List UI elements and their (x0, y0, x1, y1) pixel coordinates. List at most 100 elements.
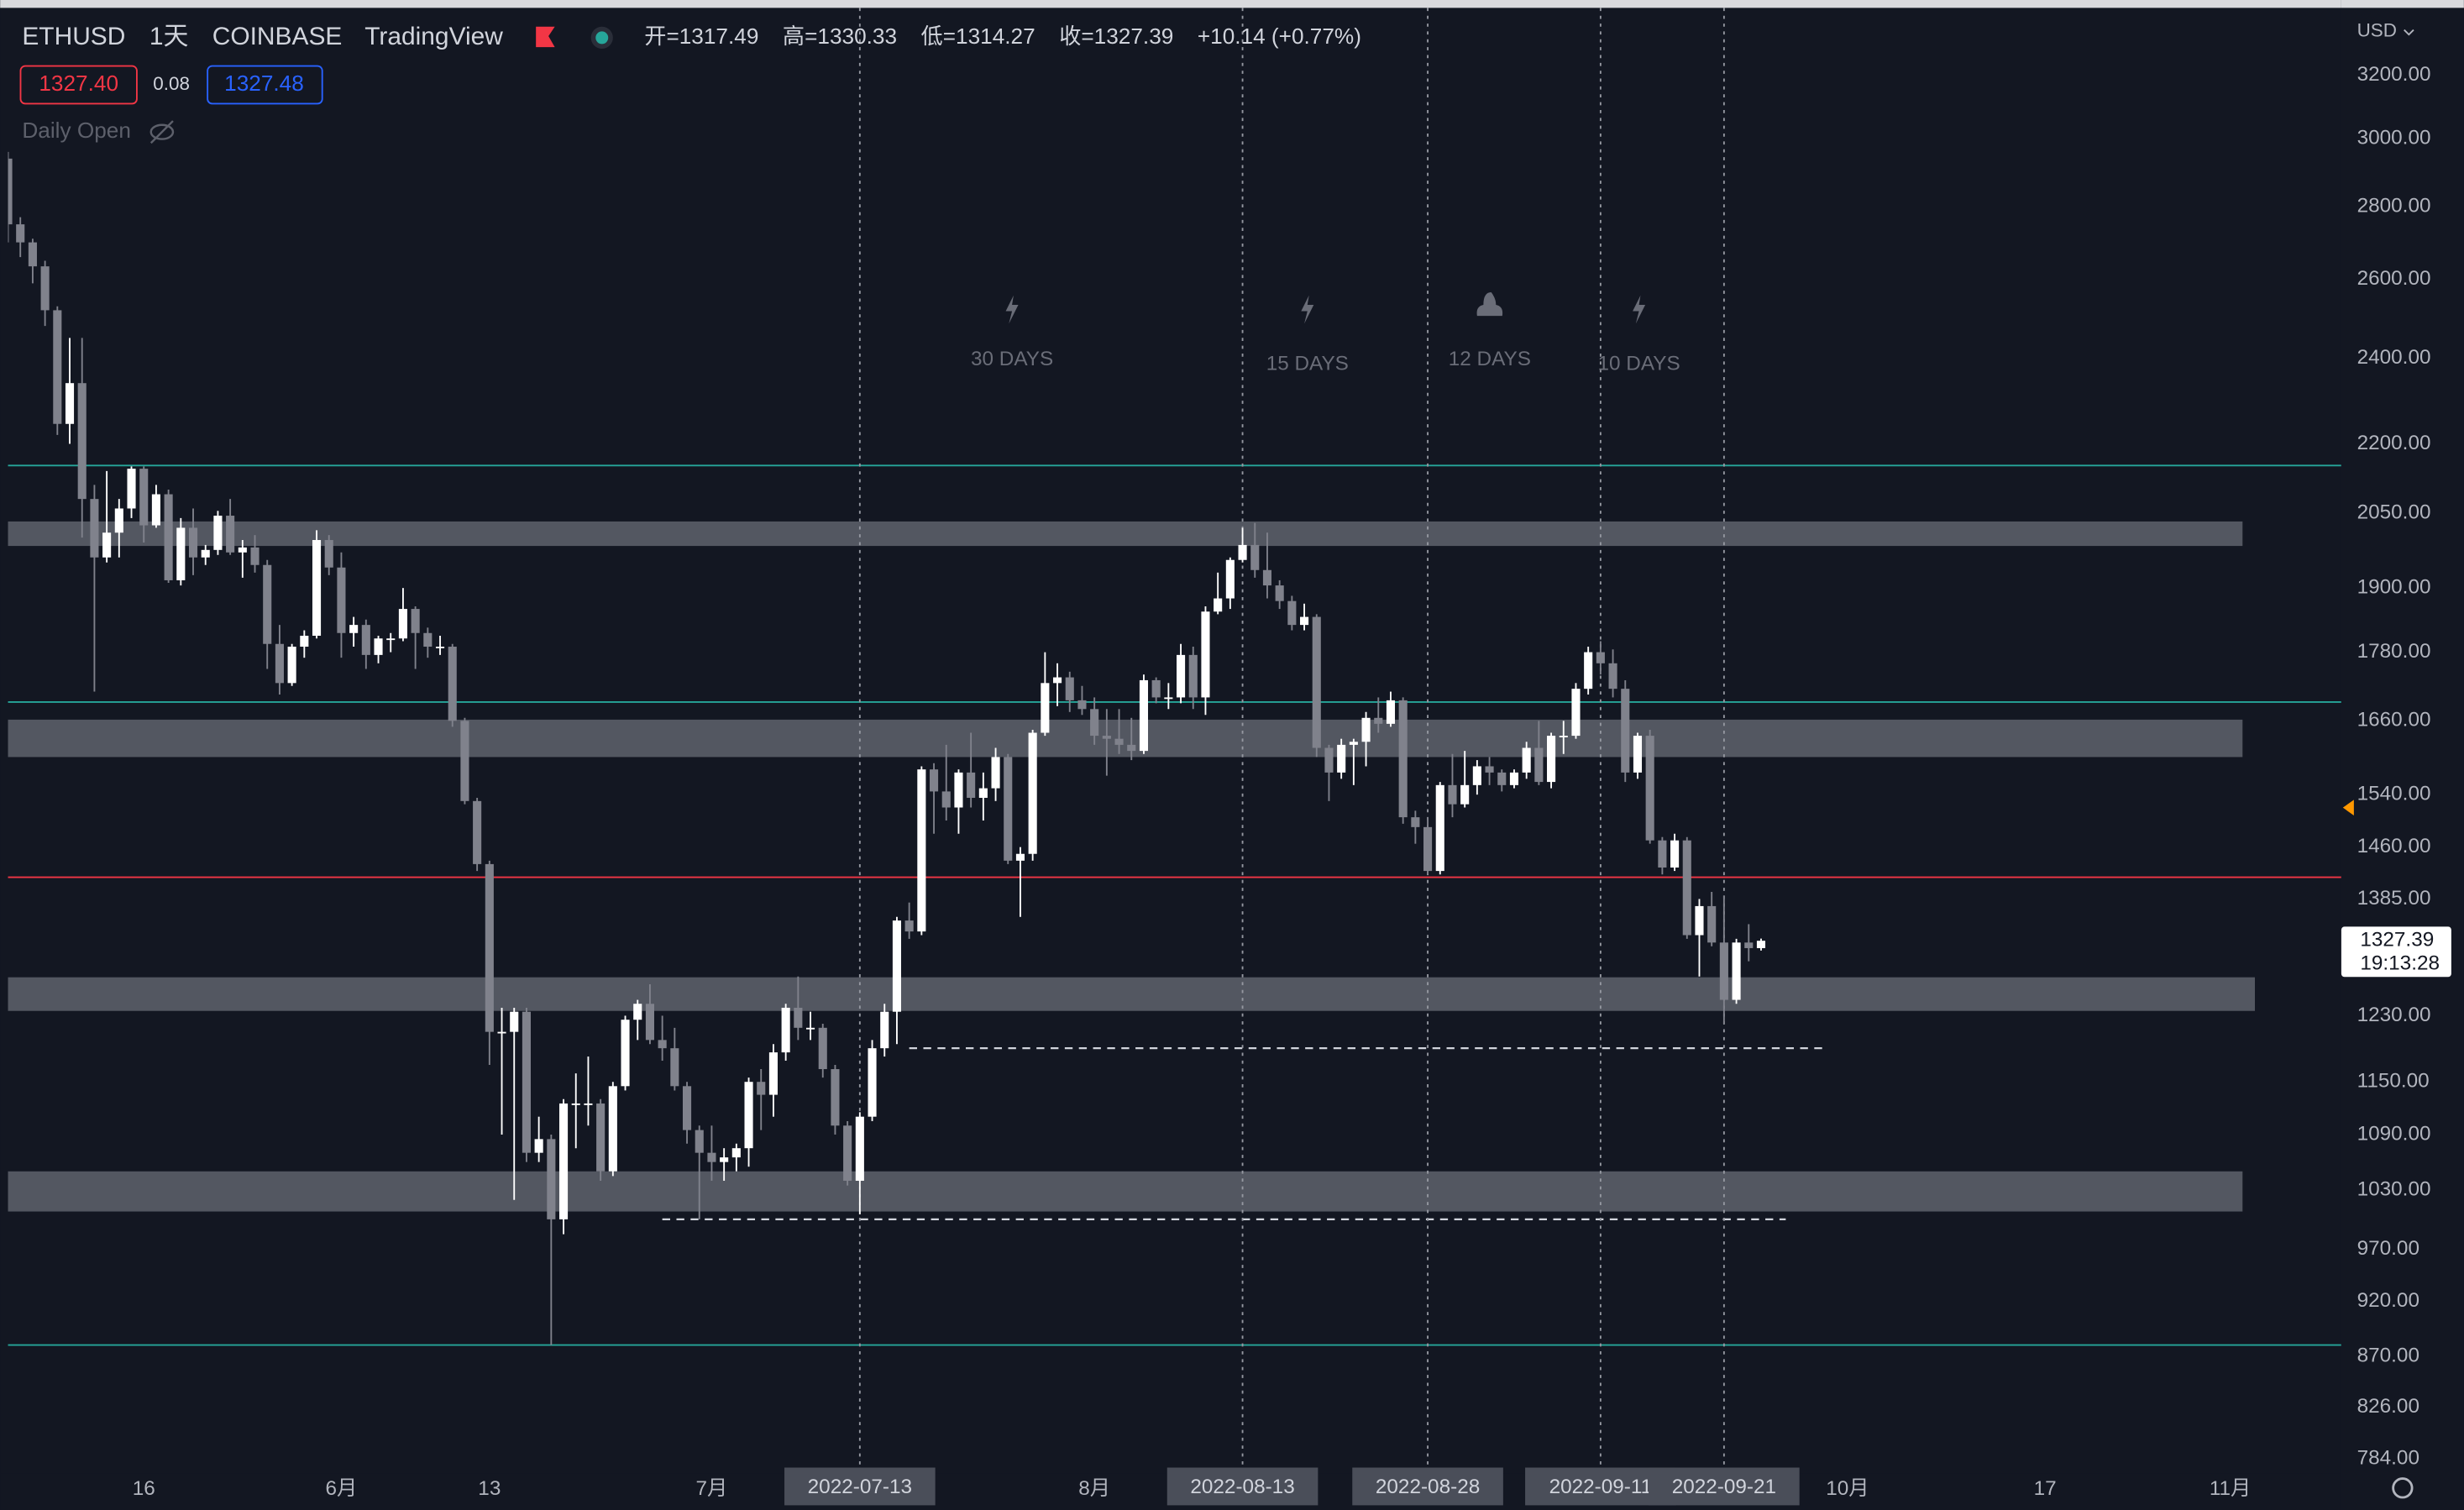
candle-body (473, 800, 482, 864)
candle-body (522, 1011, 531, 1153)
candle-body (102, 532, 112, 558)
event-label: 10 DAYS (1597, 352, 1680, 375)
candle-body (1090, 709, 1099, 737)
candle-body (1695, 905, 1704, 936)
top-strip (0, 0, 2464, 8)
candle-body (1374, 717, 1383, 724)
y-tick-label: 826.00 (2357, 1395, 2419, 1418)
event-icon (1476, 292, 1503, 317)
candle-body (361, 625, 370, 655)
candle-body (707, 1152, 716, 1162)
candle-body (967, 772, 976, 799)
candle-body (250, 547, 260, 565)
candle-body (1127, 744, 1136, 752)
candle-body (1571, 689, 1581, 737)
indicator: Daily Open (22, 118, 131, 143)
candle-body (349, 625, 359, 633)
candle-body (497, 1031, 506, 1034)
candle-body (324, 540, 333, 568)
candle-body (1584, 652, 1593, 689)
candle-body (8, 158, 13, 225)
ohlc-label: 开= (644, 24, 679, 49)
candle-body (645, 1004, 654, 1041)
date-label: 2022-09-11 (1549, 1476, 1653, 1498)
candle-body (90, 499, 99, 558)
candle-body (312, 540, 322, 636)
candle-body (1349, 742, 1358, 745)
candle-body (904, 920, 914, 932)
candle-body (831, 1069, 840, 1126)
candle-body (226, 516, 235, 553)
candle-body (1300, 616, 1309, 626)
ask: 1327.48 (224, 71, 304, 96)
candle-body (868, 1048, 877, 1117)
candle-body (954, 772, 963, 808)
alert-marker (2342, 800, 2354, 816)
candle-body (621, 1020, 630, 1087)
candle-body (1485, 766, 1494, 773)
date-label: 2022-08-13 (1190, 1476, 1294, 1498)
candle-body (1633, 736, 1643, 773)
candle-body (534, 1139, 543, 1153)
candle-body (794, 1007, 803, 1028)
candle-body (435, 647, 445, 648)
candle-body (1756, 941, 1766, 948)
candle-body (941, 791, 951, 808)
y-tick-label: 1150.00 (2357, 1070, 2430, 1093)
date-label: 2022-09-21 (1672, 1476, 1776, 1498)
y-tick-label: 1230.00 (2357, 1004, 2431, 1026)
y-tick-label: 1780.00 (2357, 640, 2431, 663)
candle-body (411, 609, 420, 633)
ask-box[interactable] (207, 65, 323, 105)
candle-body (1324, 747, 1334, 773)
candle-body (151, 494, 160, 526)
candle-body (114, 508, 123, 533)
y-tick-label: 1385.00 (2357, 887, 2431, 910)
event-icon (1005, 295, 1019, 324)
candle-body (1744, 942, 1754, 948)
candle-body (1188, 654, 1198, 698)
candle-body (1658, 840, 1667, 868)
candle-body (1164, 697, 1173, 700)
event-icon (1633, 295, 1646, 324)
candle-body (188, 527, 198, 558)
candle-body (1398, 700, 1408, 818)
candle-body (633, 1004, 642, 1020)
candle-body (423, 632, 433, 648)
x-tick-label: 8月 (1078, 1477, 1110, 1500)
candle-body (1448, 784, 1457, 805)
candle-body (1312, 616, 1321, 748)
ohlc-value: 1314.27 (956, 24, 1035, 49)
event-label: 15 DAYS (1266, 352, 1349, 375)
bid-box[interactable] (19, 65, 138, 105)
candle-body (1214, 598, 1223, 612)
candle-body (571, 1103, 580, 1105)
hidden-eye-icon[interactable] (149, 123, 175, 140)
x-tick-label: 17 (2034, 1477, 2057, 1500)
candle-body (374, 638, 383, 655)
candle-body (584, 1103, 593, 1105)
candle-body (448, 647, 457, 721)
ohlc-value: 1317.49 (679, 24, 759, 49)
spread: 0.08 (153, 73, 190, 94)
x-tick-label: 7月 (696, 1477, 728, 1500)
x-tick-label: 16 (133, 1477, 155, 1500)
zone (8, 977, 2256, 1011)
date-label-box (1352, 1467, 1503, 1506)
candle-body (213, 516, 223, 550)
settings-icon[interactable] (2392, 1477, 2414, 1499)
change: +10.14 (+0.77%) (1198, 24, 1361, 49)
candle-body (1337, 744, 1346, 773)
candle-body (1522, 747, 1531, 773)
candle-body (1262, 569, 1272, 586)
candle-body (1250, 544, 1260, 570)
x-tick-label: 11月 (2210, 1477, 2252, 1500)
candle-body (1028, 732, 1037, 854)
candle-body (176, 527, 186, 580)
y-tick-label: 2600.00 (2357, 267, 2431, 290)
candle-body (337, 567, 346, 633)
candle-body (1435, 784, 1444, 872)
candle-body (1732, 942, 1741, 1000)
